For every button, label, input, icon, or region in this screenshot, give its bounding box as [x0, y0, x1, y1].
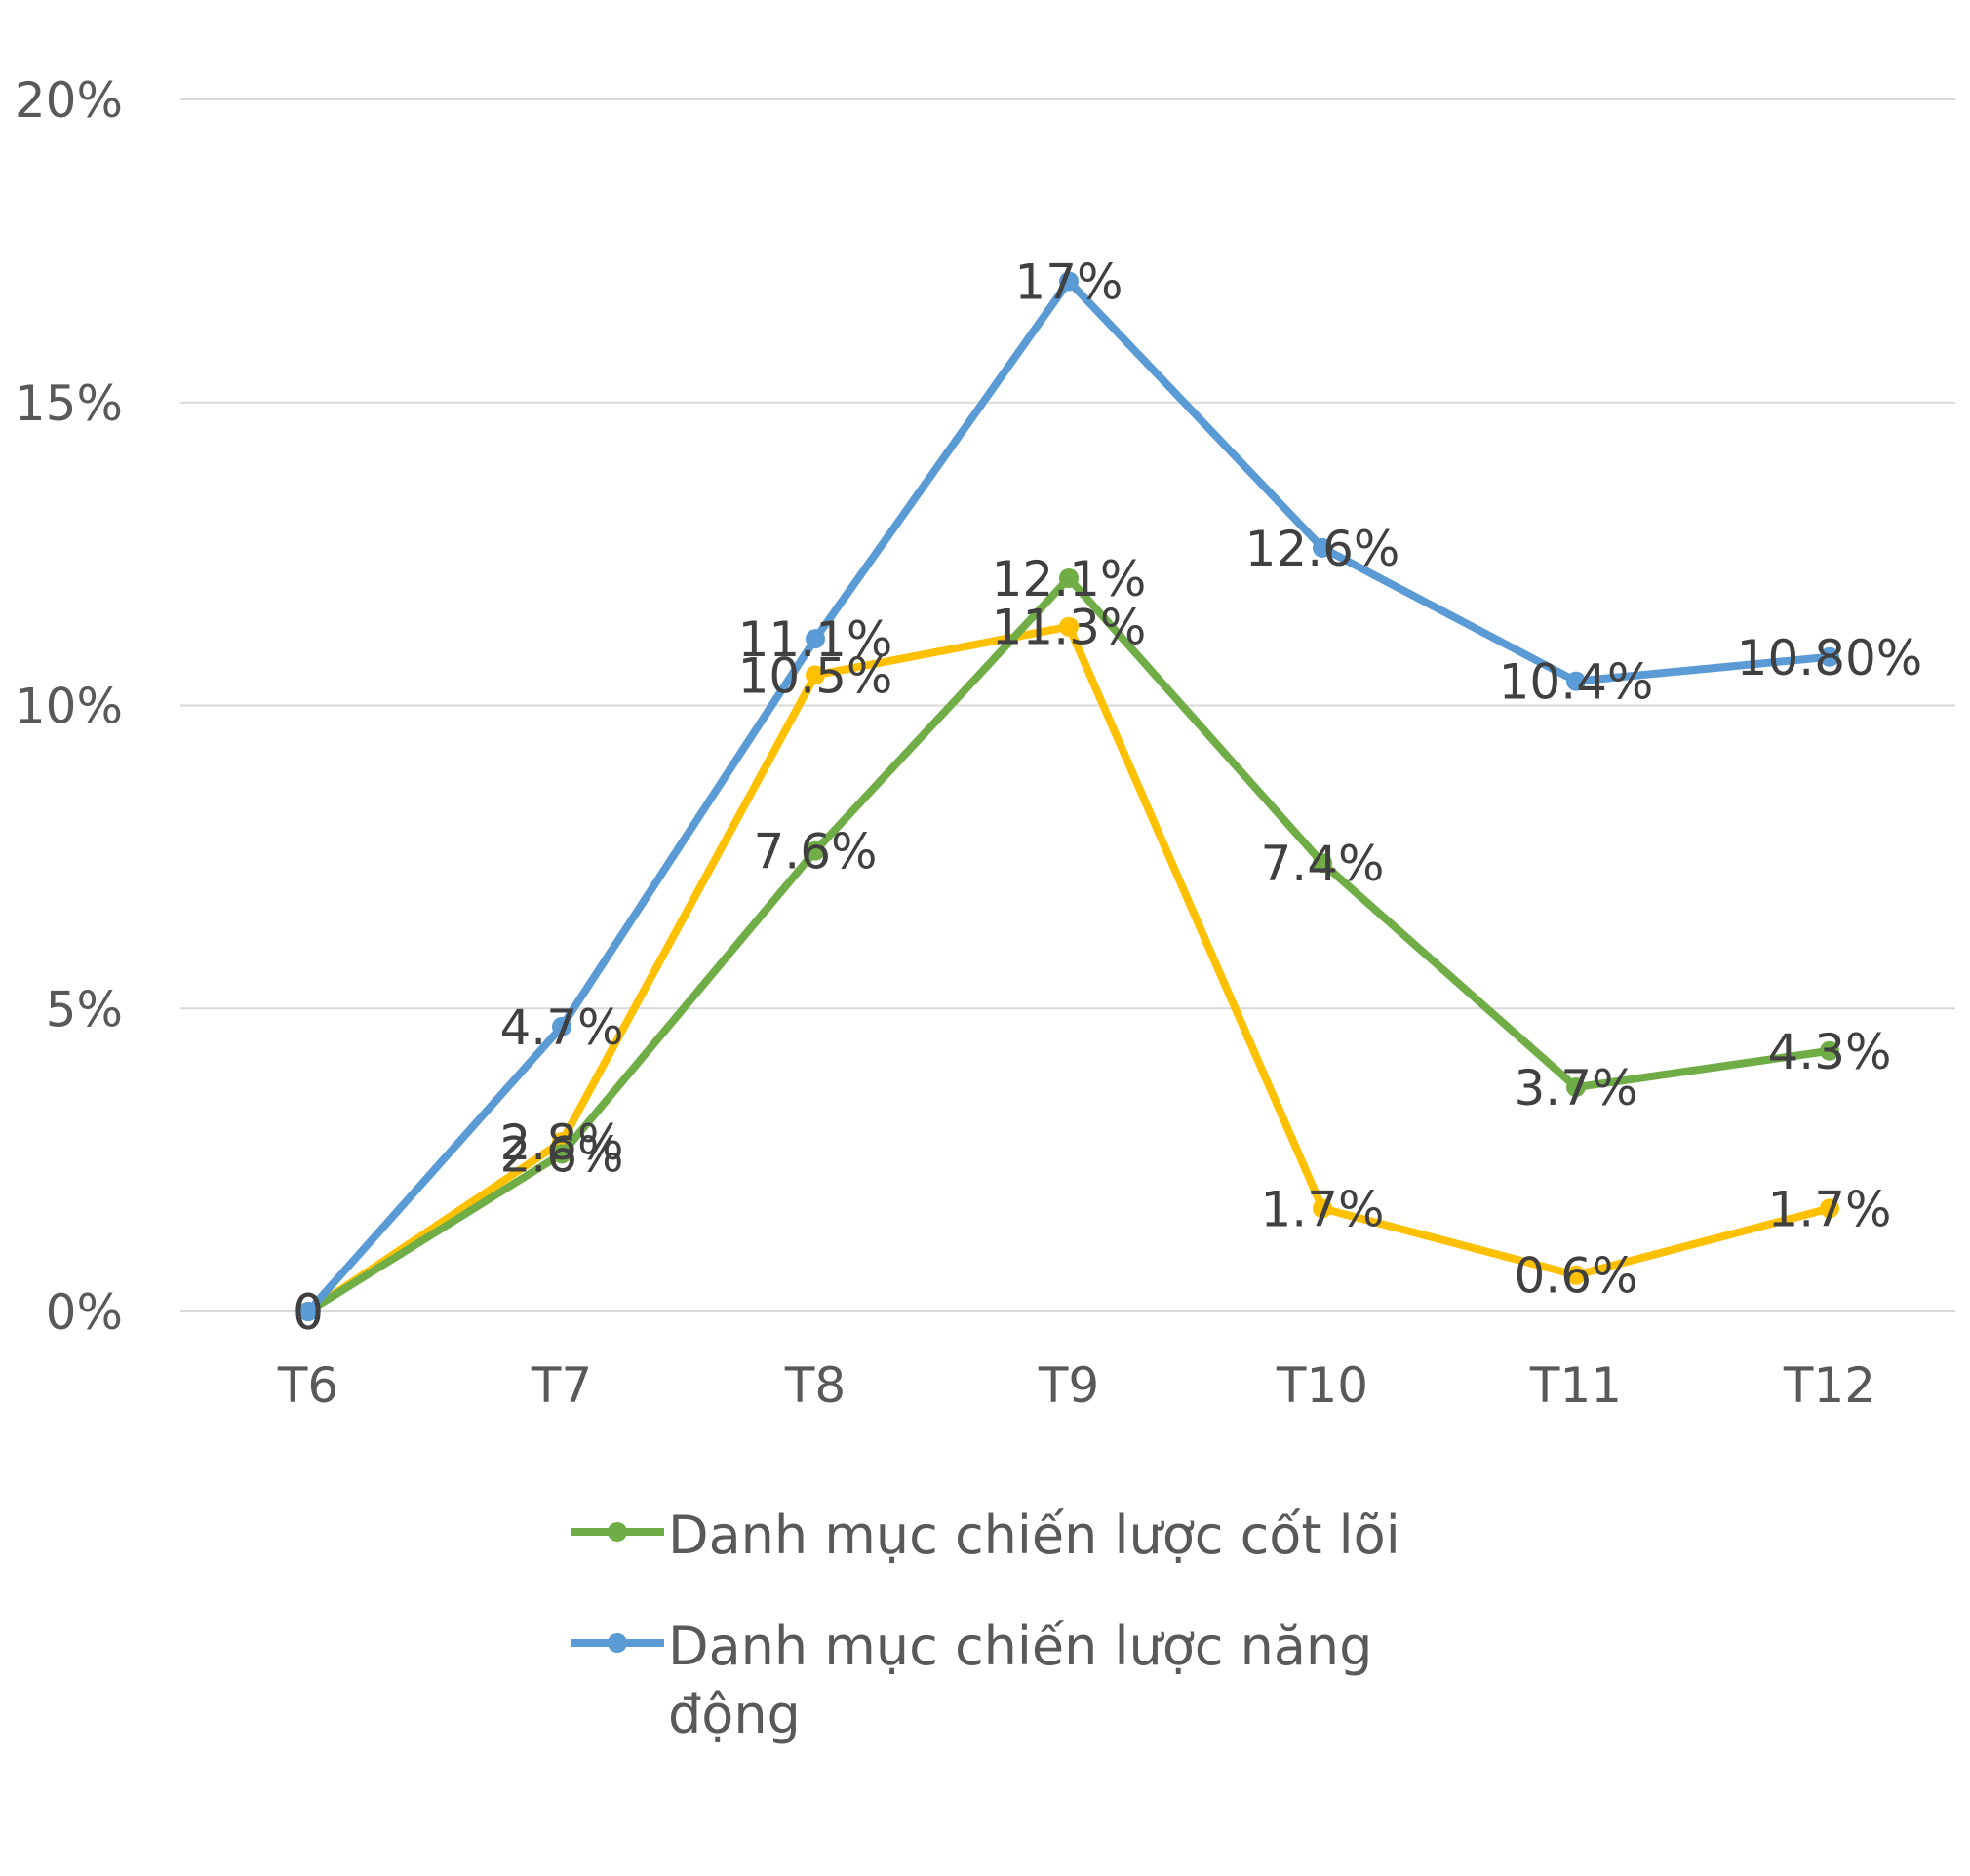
data-point [1820, 1198, 1839, 1219]
y-tick-label: 10% [15, 679, 123, 735]
x-tick-label: T10 [1276, 1357, 1368, 1414]
data-label: 0 [293, 1284, 324, 1341]
series-line [304, 622, 1833, 1315]
legend-item-dynamic[interactable]: Danh mục chiến lược năng động [571, 1613, 1497, 1749]
data-label: 11.3% [992, 600, 1147, 656]
data-point [1820, 646, 1839, 667]
data-point [1313, 1198, 1332, 1219]
data-point [806, 665, 825, 685]
data-label: 10.80% [1737, 630, 1923, 686]
data-point [1820, 1040, 1839, 1061]
legend-label-dynamic: Danh mục chiến lược năng động [668, 1616, 1373, 1745]
y-tick-label: 15% [15, 375, 123, 432]
y-tick-label: 20% [15, 72, 123, 129]
x-tick-label: T9 [1038, 1357, 1099, 1414]
x-tick-label: T12 [1783, 1357, 1875, 1414]
data-label: 10.4% [1499, 654, 1654, 711]
data-label: 7.4% [1260, 836, 1384, 892]
data-label: 4.7% [499, 999, 623, 1056]
data-label: 1.7% [1767, 1181, 1891, 1237]
data-point [1566, 1077, 1586, 1098]
data-label: 0 [293, 1284, 324, 1341]
data-label: 10.5% [738, 647, 893, 704]
data-point [806, 629, 825, 649]
data-point [552, 1144, 571, 1164]
data-point [298, 1302, 318, 1321]
data-point [1059, 271, 1079, 292]
legend-label-core: Danh mục chiến lược cốt lõi [668, 1505, 1400, 1566]
data-point [1566, 1265, 1586, 1285]
data-label: 7.6% [753, 824, 877, 880]
data-label: 1.7% [1260, 1181, 1384, 1237]
data-point [1059, 567, 1079, 588]
data-label: 3.7% [1514, 1060, 1637, 1116]
data-point [1059, 616, 1079, 637]
data-point [552, 1016, 571, 1036]
y-tick-label: 5% [46, 981, 123, 1037]
y-tick-label: 0% [46, 1284, 123, 1341]
data-label: 4.3% [1767, 1024, 1891, 1080]
data-label: 11.1% [738, 611, 893, 668]
legend-item-core[interactable]: Danh mục chiến lược cốt lõi [571, 1502, 1497, 1570]
data-point [1313, 537, 1332, 558]
data-label: 2.8% [499, 1114, 623, 1171]
data-label: 0.6% [1514, 1248, 1637, 1305]
data-label: 17% [1014, 254, 1123, 310]
legend-swatch-core [571, 1502, 664, 1560]
data-point [1313, 853, 1332, 874]
x-tick-label: T11 [1529, 1357, 1622, 1414]
data-point [1566, 671, 1586, 691]
data-label: 0 [293, 1284, 324, 1341]
data-label: 12.1% [992, 551, 1147, 607]
x-tick-label: T6 [277, 1357, 338, 1414]
data-label: 2.6% [499, 1126, 623, 1183]
x-tick-label: T8 [784, 1357, 846, 1414]
legend-swatch-dynamic [571, 1613, 664, 1671]
data-label: 12.6% [1245, 521, 1400, 577]
legend: Danh mục chiến lược cốt lõi Danh mục chi… [571, 1502, 1497, 1792]
x-tick-label: T7 [531, 1357, 592, 1414]
data-point [806, 840, 825, 861]
